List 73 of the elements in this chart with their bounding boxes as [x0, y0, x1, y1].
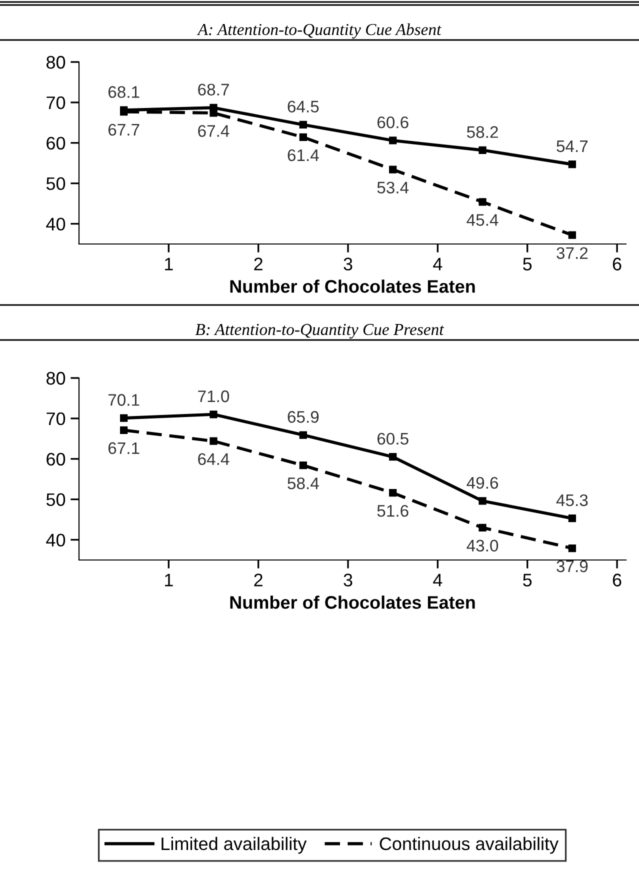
data-label: 51.6 [377, 504, 408, 517]
point [389, 489, 397, 497]
legend-label: Continuous availability [380, 836, 559, 854]
chart-title: A: Attention-to-Quantity Cue Absent [196, 23, 442, 39]
x-tick-label: 5 [523, 258, 532, 270]
x-tick-label: 3 [344, 258, 352, 270]
data-label: 43.0 [466, 540, 498, 552]
data-label: 68.7 [198, 84, 229, 96]
x-tick-label: 6 [612, 258, 622, 270]
y-tick-label: 50 [46, 493, 66, 506]
data-label: 45.4 [466, 214, 498, 226]
data-label: 60.5 [377, 432, 408, 445]
y-tick-label: 70 [46, 96, 66, 110]
point [389, 453, 397, 461]
point [568, 544, 576, 552]
point [210, 109, 218, 117]
x-tick-label: 6 [612, 574, 622, 586]
point [120, 414, 128, 422]
data-label: 54.7 [556, 140, 588, 152]
point [389, 166, 397, 174]
y-tick-label: 80 [46, 56, 66, 69]
y-tick-label: 60 [46, 452, 66, 466]
data-label: 60.6 [377, 116, 408, 128]
data-label: 58.2 [466, 126, 498, 138]
data-label: 64.5 [288, 100, 319, 112]
point [478, 146, 486, 154]
point [389, 136, 397, 144]
chart-title: B: Attention-to-Quantity Cue Present [195, 324, 444, 339]
y-tick-label: 70 [46, 412, 66, 426]
y-tick-label: 60 [46, 136, 66, 150]
point [299, 120, 307, 129]
point [478, 497, 486, 505]
point [299, 133, 307, 142]
x-tick-label: 1 [165, 574, 173, 586]
data-label: 67.7 [108, 124, 140, 136]
data-label: 67.1 [108, 442, 140, 454]
point [120, 426, 128, 434]
point [568, 160, 576, 168]
point [299, 431, 307, 439]
point [210, 410, 218, 418]
x-axis-title: Number of Chocolates Eaten [230, 280, 475, 293]
data-label: 71.0 [198, 390, 230, 402]
x-axis-title: Number of Chocolates Eaten [230, 596, 475, 609]
x-tick-label: 1 [165, 258, 173, 270]
data-label: 58.4 [288, 477, 319, 490]
data-label: 37.2 [556, 247, 588, 260]
y-tick-label: 80 [46, 372, 66, 385]
y-tick-label: 40 [46, 534, 66, 546]
data-label: 68.1 [108, 86, 140, 98]
legend-label: Limited availability [162, 836, 307, 854]
point [299, 462, 307, 470]
x-tick-label: 2 [254, 574, 262, 586]
point [568, 231, 576, 239]
data-label: 65.9 [288, 411, 319, 423]
y-tick-label: 50 [46, 177, 66, 190]
data-label: 37.9 [556, 560, 588, 572]
point [568, 514, 576, 522]
x-tick-label: 4 [433, 258, 442, 270]
point [210, 437, 218, 445]
x-tick-label: 2 [254, 258, 262, 270]
data-label: 64.4 [198, 453, 230, 466]
data-label: 49.6 [466, 476, 498, 489]
x-tick-label: 3 [344, 574, 352, 586]
data-label: 53.4 [377, 182, 409, 194]
y-tick-label: 40 [46, 218, 66, 230]
x-tick-label: 5 [523, 574, 532, 586]
data-label: 45.3 [556, 494, 588, 506]
x-tick-label: 4 [433, 574, 442, 586]
data-label: 70.1 [108, 394, 140, 406]
point [478, 524, 486, 532]
data-label: 61.4 [288, 149, 319, 162]
data-label: 67.4 [198, 125, 230, 137]
point [478, 198, 486, 206]
